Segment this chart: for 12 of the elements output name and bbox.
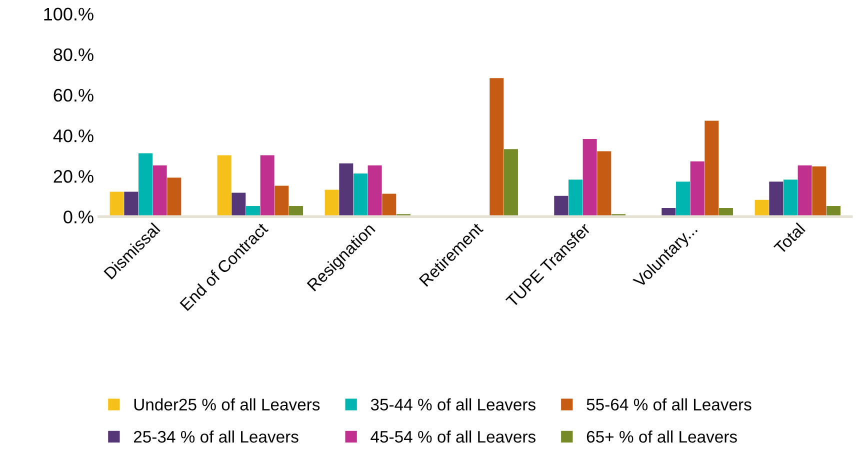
y-tick-label: 80.% bbox=[54, 48, 94, 62]
legend-label: 45-54 % of all Leavers bbox=[370, 430, 536, 443]
y-tick-label: 20.% bbox=[54, 170, 94, 183]
y-tick-label: 100.% bbox=[44, 8, 94, 21]
legend-label: 25-34 % of all Leavers bbox=[134, 430, 298, 443]
legend-label: 65+ % of all Leavers bbox=[586, 430, 737, 443]
y-tick-label: 0.% bbox=[64, 210, 94, 224]
legend-label: 35-44 % of all Leavers bbox=[370, 398, 536, 411]
y-tick-label: 40.% bbox=[53, 129, 94, 142]
legend-label: 55-64 % of all Leavers bbox=[586, 398, 752, 411]
legend-label: Under25 % of all Leavers bbox=[134, 398, 320, 411]
y-tick-label: 60.% bbox=[54, 88, 94, 102]
